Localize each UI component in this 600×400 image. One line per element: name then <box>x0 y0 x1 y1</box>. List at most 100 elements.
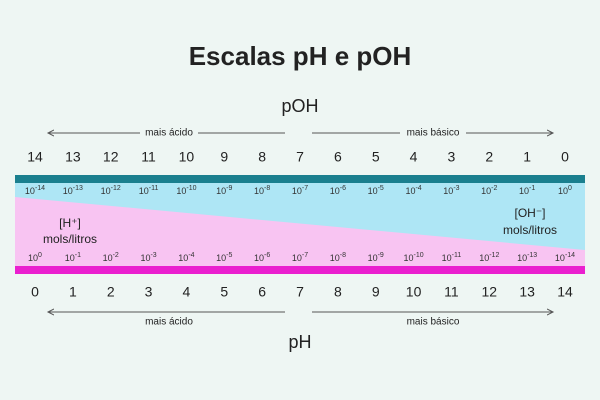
ph-bar <box>15 266 585 274</box>
scale-number: 3 <box>448 149 456 165</box>
scale-number: 10 <box>179 149 195 165</box>
base: 10 <box>479 253 489 263</box>
concentration: 10-4 <box>178 252 194 264</box>
base: 10 <box>25 186 35 196</box>
base: 10 <box>519 186 529 196</box>
exponent: -3 <box>150 252 156 259</box>
scale-number: 7 <box>296 284 304 300</box>
base: 10 <box>101 186 111 196</box>
base: 10 <box>216 186 226 196</box>
base: 10 <box>176 186 186 196</box>
scale-number: 5 <box>220 284 228 300</box>
exponent: 0 <box>568 185 572 192</box>
base: 10 <box>368 186 378 196</box>
concentration: 10-13 <box>63 185 83 197</box>
arrow-bg <box>400 126 466 140</box>
exponent: -12 <box>111 185 121 192</box>
scale-number: 3 <box>145 284 153 300</box>
exponent: -7 <box>302 185 308 192</box>
scale-number: 9 <box>220 149 228 165</box>
exponent: -14 <box>565 252 575 259</box>
scale-number: 4 <box>183 284 191 300</box>
exponent: -6 <box>264 252 270 259</box>
exponent: -12 <box>489 252 499 259</box>
base: 10 <box>63 186 73 196</box>
base: 10 <box>404 253 414 263</box>
base: 10 <box>330 253 340 263</box>
base: 10 <box>103 253 113 263</box>
concentration: 10-9 <box>368 252 384 264</box>
concentration: 10-10 <box>176 185 196 197</box>
arrow-label: mais ácido <box>145 317 193 328</box>
concentration: 10-7 <box>292 252 308 264</box>
concentration: 10-14 <box>555 252 575 264</box>
exponent: -11 <box>149 185 159 192</box>
base: 10 <box>481 186 491 196</box>
ph-label: pH <box>288 332 311 352</box>
concentration: 10-2 <box>481 185 497 197</box>
base: 10 <box>216 253 226 263</box>
scale-number: 8 <box>334 284 342 300</box>
scale-number: 14 <box>27 149 43 165</box>
concentration: 10-7 <box>292 185 308 197</box>
base: 10 <box>28 253 38 263</box>
scale-number: 8 <box>258 149 266 165</box>
scale-number: 6 <box>334 149 342 165</box>
exponent: -11 <box>452 252 462 259</box>
exponent: -10 <box>186 185 196 192</box>
base: 10 <box>254 253 264 263</box>
exponent: -2 <box>113 252 119 259</box>
base: 10 <box>405 186 415 196</box>
scale-number: 12 <box>103 149 119 165</box>
note-ion: [H⁺] <box>59 216 81 230</box>
concentration: 10-3 <box>140 252 156 264</box>
scale-number: 4 <box>410 149 418 165</box>
base: 10 <box>442 253 452 263</box>
concentration: 10-1 <box>519 185 535 197</box>
exponent: -13 <box>527 252 537 259</box>
h-region <box>15 197 585 267</box>
concentration: 10-11 <box>139 185 159 197</box>
exponent: -2 <box>491 185 497 192</box>
concentration: 10-13 <box>517 252 537 264</box>
exponent: -1 <box>529 185 535 192</box>
base: 10 <box>517 253 527 263</box>
scale-number: 11 <box>444 284 459 300</box>
concentration: 10-1 <box>65 252 81 264</box>
base: 10 <box>140 253 150 263</box>
exponent: -9 <box>226 185 232 192</box>
exponent: -1 <box>75 252 81 259</box>
concentration: 100 <box>558 185 572 197</box>
exponent: -6 <box>340 185 346 192</box>
concentration: 10-12 <box>101 185 121 197</box>
concentration: 10-8 <box>330 252 346 264</box>
scale-number: 0 <box>561 149 569 165</box>
concentration: 10-5 <box>216 252 232 264</box>
base: 10 <box>178 253 188 263</box>
exponent: -9 <box>378 252 384 259</box>
scale-number: 1 <box>69 284 77 300</box>
exponent: -8 <box>264 185 270 192</box>
scale-number: 5 <box>372 149 380 165</box>
base: 10 <box>330 186 340 196</box>
exponent: -4 <box>188 252 194 259</box>
scale-number: 7 <box>296 149 304 165</box>
note-unit: mols/litros <box>503 223 557 237</box>
title: Escalas pH e pOH <box>189 41 412 71</box>
scale-number: 13 <box>65 149 81 165</box>
exponent: -10 <box>414 252 424 259</box>
scale-number: 2 <box>485 149 493 165</box>
scale-number: 2 <box>107 284 115 300</box>
concentration: 10-6 <box>254 252 270 264</box>
scale-number: 0 <box>31 284 39 300</box>
arrow-label: mais básico <box>407 128 460 139</box>
concentration: 100 <box>28 252 42 264</box>
concentration: 10-5 <box>368 185 384 197</box>
exponent: -5 <box>378 185 384 192</box>
concentration: 10-9 <box>216 185 232 197</box>
base: 10 <box>254 186 264 196</box>
arrow-label: mais ácido <box>145 128 193 139</box>
exponent: -3 <box>453 185 459 192</box>
concentration: 10-3 <box>443 185 459 197</box>
